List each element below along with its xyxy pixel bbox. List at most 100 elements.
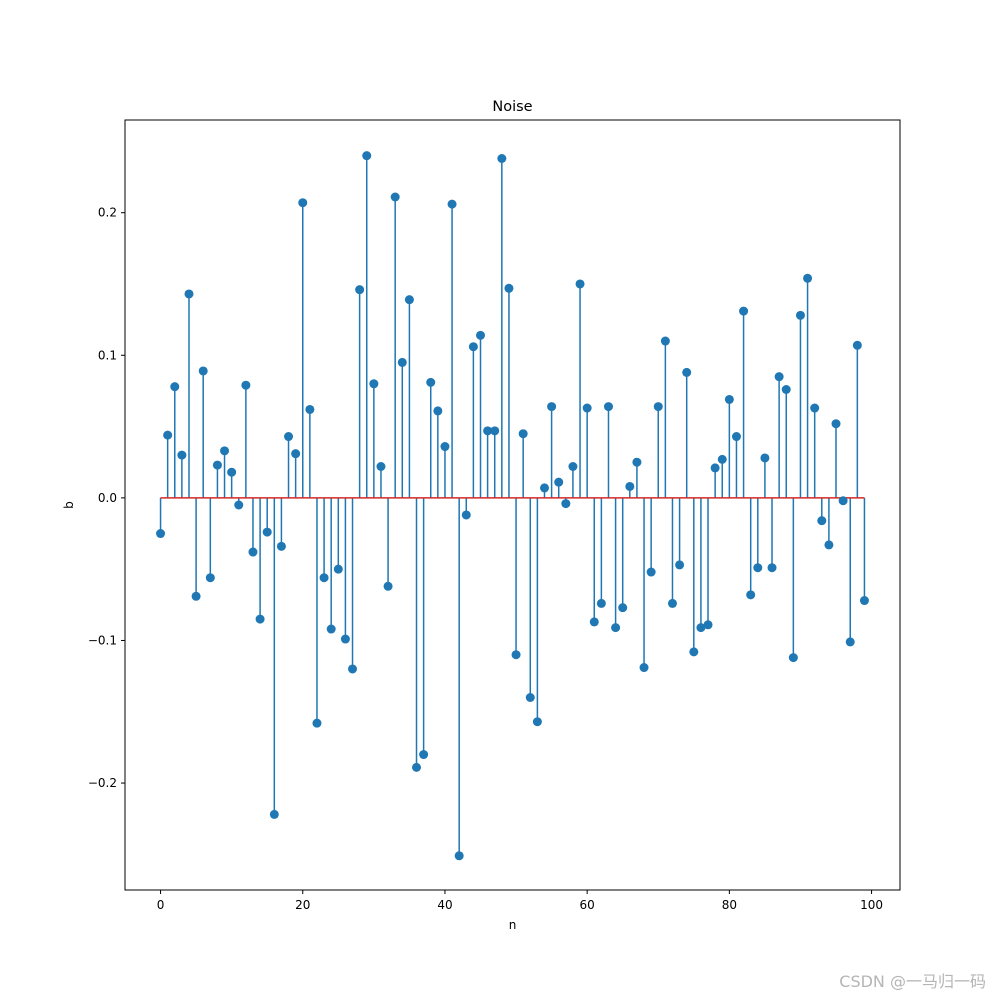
stem-marker — [319, 573, 329, 583]
stem-marker — [696, 623, 706, 633]
stem-marker — [788, 653, 798, 663]
stem-marker — [511, 650, 521, 660]
stem-marker — [227, 467, 237, 477]
stem-marker — [767, 563, 777, 573]
stem-marker — [646, 567, 656, 577]
stem-marker — [298, 198, 308, 208]
stem-marker — [596, 598, 606, 608]
stem-marker — [625, 481, 635, 491]
stem-marker — [284, 432, 294, 442]
stem-marker — [269, 809, 279, 819]
stem-marker — [532, 717, 542, 727]
x-axis: 0 20 40 60 80 100 — [157, 890, 883, 912]
stem-marker — [518, 429, 528, 439]
stem-marker — [198, 366, 208, 376]
y-tick-label: 0.0 — [98, 491, 117, 505]
stem-marker — [340, 634, 350, 644]
stem-marker — [539, 483, 549, 493]
stem-marker — [739, 306, 749, 316]
chart-title: Noise — [492, 99, 532, 115]
stem-marker — [554, 477, 564, 487]
stem-marker — [618, 603, 628, 613]
stem-marker — [582, 403, 592, 413]
stem-marker — [476, 330, 486, 340]
stem-marker — [163, 430, 173, 440]
stem-marker — [362, 151, 372, 161]
stem-marker — [440, 442, 450, 452]
stem-marker — [611, 623, 621, 633]
x-tick-label: 60 — [580, 898, 595, 912]
x-tick-label: 20 — [295, 898, 310, 912]
stem-marker — [859, 596, 869, 606]
stem-marker — [177, 450, 187, 460]
stem-marker — [156, 529, 166, 539]
stem-marker — [667, 598, 677, 608]
stem-marker — [689, 647, 699, 657]
stem-marker — [234, 500, 244, 510]
y-axis: −0.2 −0.1 0.0 0.1 0.2 — [88, 206, 125, 790]
y-tick-label: −0.1 — [88, 633, 117, 647]
stem-marker — [682, 367, 692, 377]
stem-marker — [305, 404, 315, 414]
stem-marker — [212, 460, 222, 470]
stem-marker — [170, 382, 180, 392]
stem-marker — [838, 496, 848, 506]
stem-marker — [220, 446, 230, 456]
stem-marker — [355, 285, 365, 295]
x-tick-label: 40 — [437, 898, 452, 912]
stem-marker — [803, 273, 813, 283]
stem-marker — [483, 426, 493, 436]
x-tick-label: 100 — [860, 898, 883, 912]
stem-marker — [753, 563, 763, 573]
stem-marker — [795, 310, 805, 320]
stem-marker — [461, 510, 471, 520]
stem-marker — [184, 289, 194, 299]
x-tick-label: 80 — [722, 898, 737, 912]
stem-marker — [568, 462, 578, 471]
y-tick-label: 0.2 — [98, 206, 117, 220]
stem-marker — [276, 541, 286, 551]
stem-marker — [731, 432, 741, 442]
stem-marker — [660, 336, 670, 346]
stem-marker — [376, 462, 386, 471]
stem-marker — [291, 449, 301, 459]
stem-marker — [525, 693, 535, 702]
stem-marker — [774, 372, 784, 382]
stem-marker — [426, 377, 436, 387]
stem-marker — [241, 380, 251, 390]
stem-marker — [326, 624, 336, 634]
stem-marker — [397, 357, 407, 367]
y-tick-label: 0.1 — [98, 348, 117, 362]
stem-marker — [831, 419, 841, 429]
stem-marker — [497, 154, 507, 163]
stem-marker — [724, 394, 734, 404]
stem-marker — [845, 637, 855, 647]
stem-marker — [781, 385, 791, 394]
stem-marker — [575, 279, 585, 289]
stem-marker — [717, 454, 727, 464]
stem-marker — [810, 403, 820, 413]
watermark-text: CSDN @一马归一码 — [839, 972, 986, 991]
stem-marker — [454, 851, 464, 861]
stem-marker — [419, 750, 429, 760]
stem-marker — [561, 499, 571, 509]
stem-marker — [639, 663, 649, 673]
x-tick-label: 0 — [157, 898, 165, 912]
stem-marker — [205, 573, 215, 583]
stem-marker — [746, 590, 756, 600]
stem-marker — [312, 718, 322, 728]
stem-marker — [710, 463, 720, 473]
stem-marker — [490, 426, 500, 436]
stem-marker — [383, 581, 393, 591]
stem-marker — [191, 591, 201, 601]
stem-marker — [255, 614, 265, 624]
y-tick-label: −0.2 — [88, 776, 117, 790]
stem-marker — [468, 342, 478, 352]
y-axis-label: b — [62, 501, 76, 509]
stem-marker — [817, 516, 827, 526]
stem-marker — [433, 406, 443, 416]
stem-marker — [703, 620, 713, 630]
x-axis-label: n — [509, 918, 517, 932]
stem-marker — [262, 527, 272, 537]
